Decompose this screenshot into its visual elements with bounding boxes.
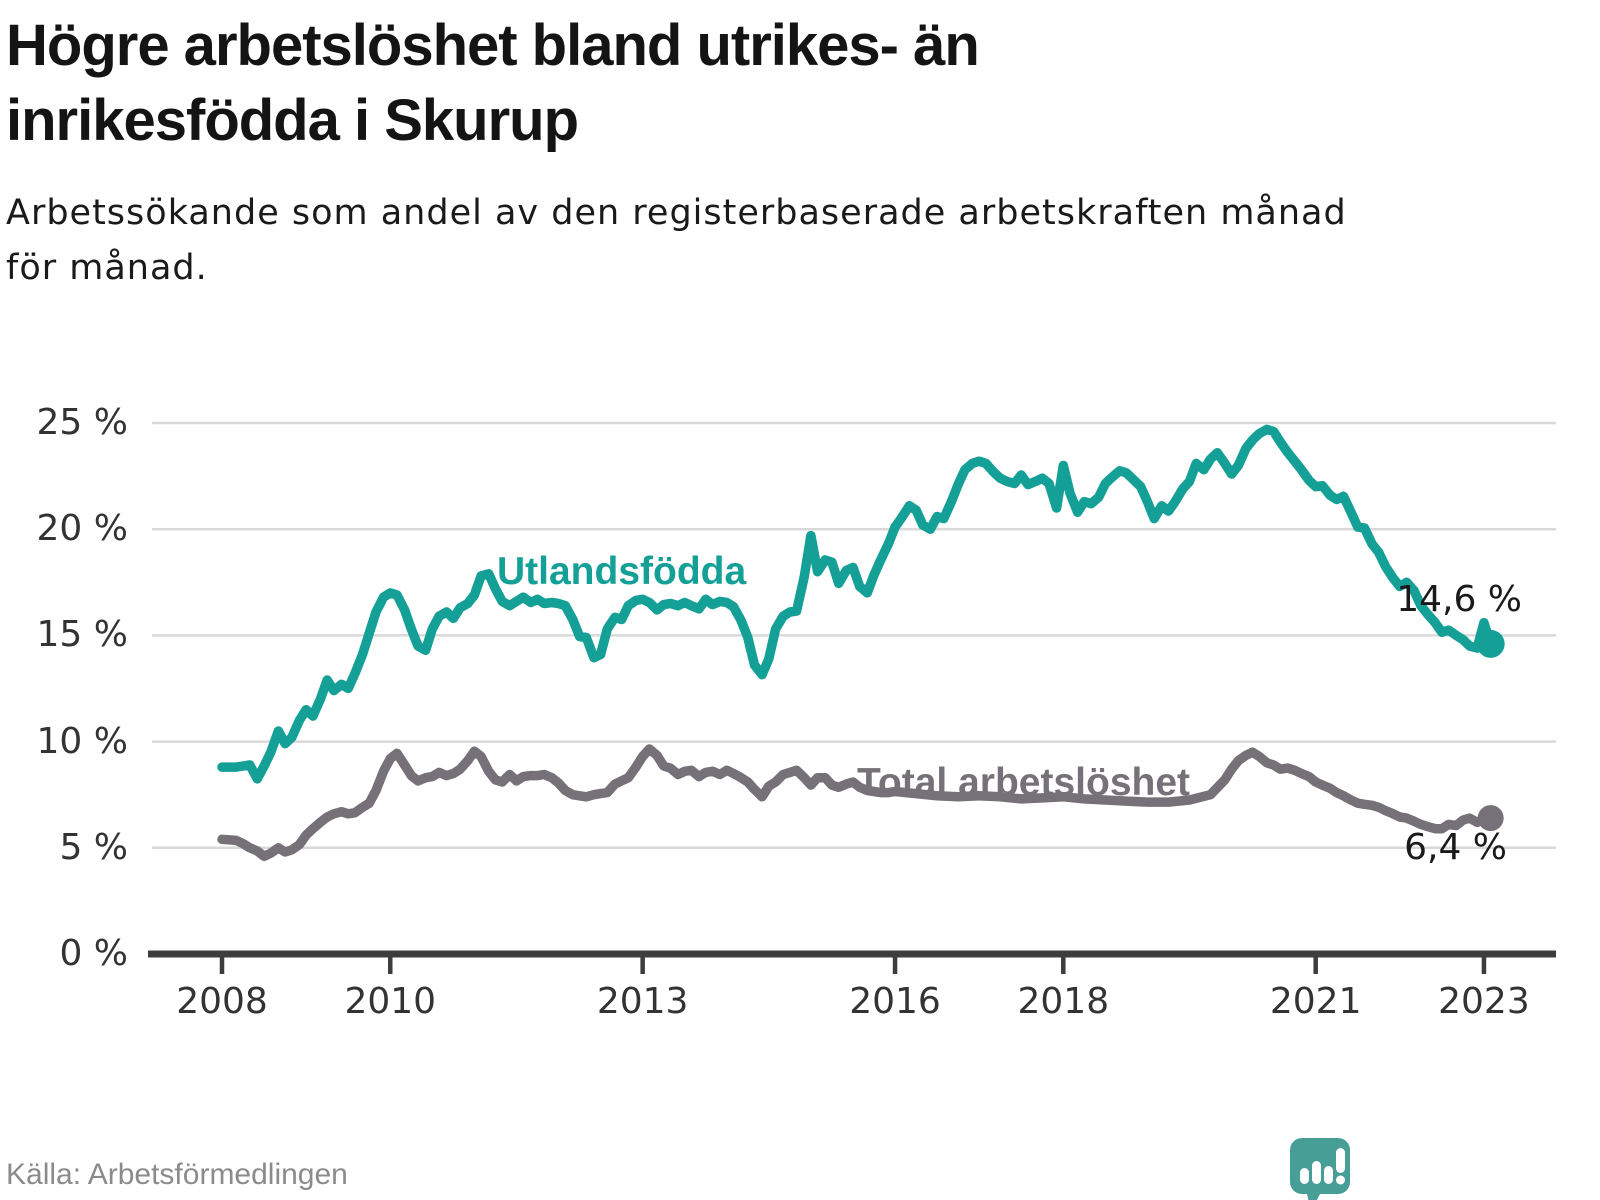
page-subtitle: Arbetssökande som andel av den registerb… <box>6 193 1347 288</box>
y-tick-label-25: 25 % <box>36 402 128 443</box>
x-tick-label-2018: 2018 <box>1017 981 1110 1022</box>
y-tick-label-10: 10 % <box>36 720 128 762</box>
y-tick-label-0: 0 % <box>59 933 128 974</box>
x-tick-label-2023: 2023 <box>1438 981 1530 1022</box>
utlandsfodda-line <box>217 424 1496 784</box>
total-line <box>217 744 1496 862</box>
y-tick-label-15: 15 % <box>36 614 128 656</box>
total-end-dot <box>1477 805 1504 832</box>
series-label-utlandsfodda: Utlandsfödda <box>497 550 747 593</box>
logo-bar-1 <box>1300 1168 1309 1184</box>
end-value-label-utlandsfodda: 14,6 % <box>1396 579 1522 620</box>
y-tick-label-20: 20 % <box>36 508 128 550</box>
newsworthy-brand: Newsworthy <box>1288 1136 1588 1200</box>
source-credit: Källa: Arbetsförmedlingen <box>6 1158 348 1191</box>
series-label-total: Total arbetslöshet <box>857 761 1191 804</box>
logo-exclamation-stem <box>1336 1148 1345 1173</box>
utlandsfodda-end-dot <box>1476 629 1505 658</box>
x-tick-label-2013: 2013 <box>596 981 689 1022</box>
x-tick-label-2010: 2010 <box>344 981 437 1022</box>
x-tick-label-2016: 2016 <box>849 981 941 1022</box>
x-tick-label-2021: 2021 <box>1269 981 1362 1022</box>
logo-exclamation-dot <box>1336 1175 1345 1185</box>
logo-bar-2 <box>1312 1161 1321 1184</box>
x-tick-label-2008: 2008 <box>176 981 268 1022</box>
newsworthy-logo-icon <box>1290 1138 1350 1200</box>
logo-bar-3 <box>1324 1166 1333 1184</box>
y-tick-label-5: 5 % <box>59 826 128 868</box>
end-value-label-total: 6,4 % <box>1404 827 1507 868</box>
page-title: Högre arbetslöshet bland utrikes- än inr… <box>6 13 980 154</box>
